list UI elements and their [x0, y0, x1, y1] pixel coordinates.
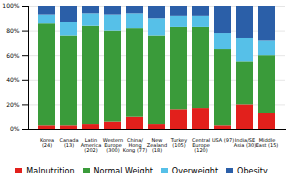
svg-text:India/SEAsia (30): India/SEAsia (30): [234, 137, 256, 148]
svg-text:80%: 80%: [6, 27, 20, 34]
svg-text:NewZealand(18): NewZealand(18): [147, 137, 167, 153]
svg-text:CentralEurope(120): CentralEurope(120): [192, 137, 210, 153]
svg-text:China/HongKong (77): China/HongKong (77): [123, 137, 147, 154]
svg-text:Turkey(105): Turkey(105): [170, 137, 187, 148]
svg-text:60%: 60%: [6, 52, 20, 59]
svg-text:Canada(13): Canada(13): [59, 137, 78, 148]
svg-text:0%: 0%: [10, 125, 20, 132]
svg-text:100%: 100%: [2, 2, 19, 9]
svg-text:WesternEurope(300): WesternEurope(300): [103, 137, 124, 153]
svg-text:LatinAmerica(202): LatinAmerica(202): [81, 137, 102, 153]
svg-text:20%: 20%: [6, 101, 20, 108]
svg-text:Korea(24): Korea(24): [40, 137, 54, 148]
svg-text:MiddleEast (15): MiddleEast (15): [256, 137, 279, 148]
svg-text:USA (97): USA (97): [212, 137, 234, 143]
svg-text:40%: 40%: [6, 76, 20, 83]
